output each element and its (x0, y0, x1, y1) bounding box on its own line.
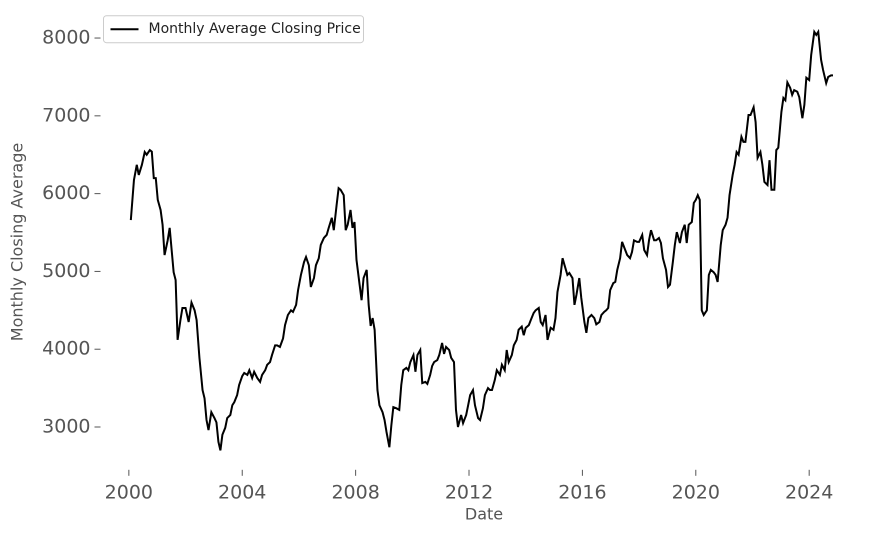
x-axis-label: Date (465, 505, 503, 524)
y-tick-label: 3000 (42, 416, 90, 438)
y-tick-label: 4000 (42, 338, 90, 360)
y-tick-label: 5000 (42, 260, 90, 282)
x-tick-label: 2008 (331, 481, 379, 503)
x-tick-label: 2004 (218, 481, 266, 503)
legend-box (103, 15, 364, 44)
y-tick-label: 8000 (42, 27, 90, 49)
legend-label: Monthly Average Closing Price (149, 21, 361, 37)
x-tick-label: 2016 (558, 481, 606, 503)
x-tick-label: 2020 (672, 481, 720, 503)
y-axis-label: Monthly Closing Average (8, 143, 27, 341)
x-tick-label: 2024 (785, 481, 833, 503)
x-tick-label: 2012 (445, 481, 493, 503)
price-line (129, 28, 833, 451)
y-tick-label: 6000 (42, 182, 90, 204)
y-tick-label: 7000 (42, 104, 90, 126)
x-tick-label: 2000 (105, 481, 153, 503)
